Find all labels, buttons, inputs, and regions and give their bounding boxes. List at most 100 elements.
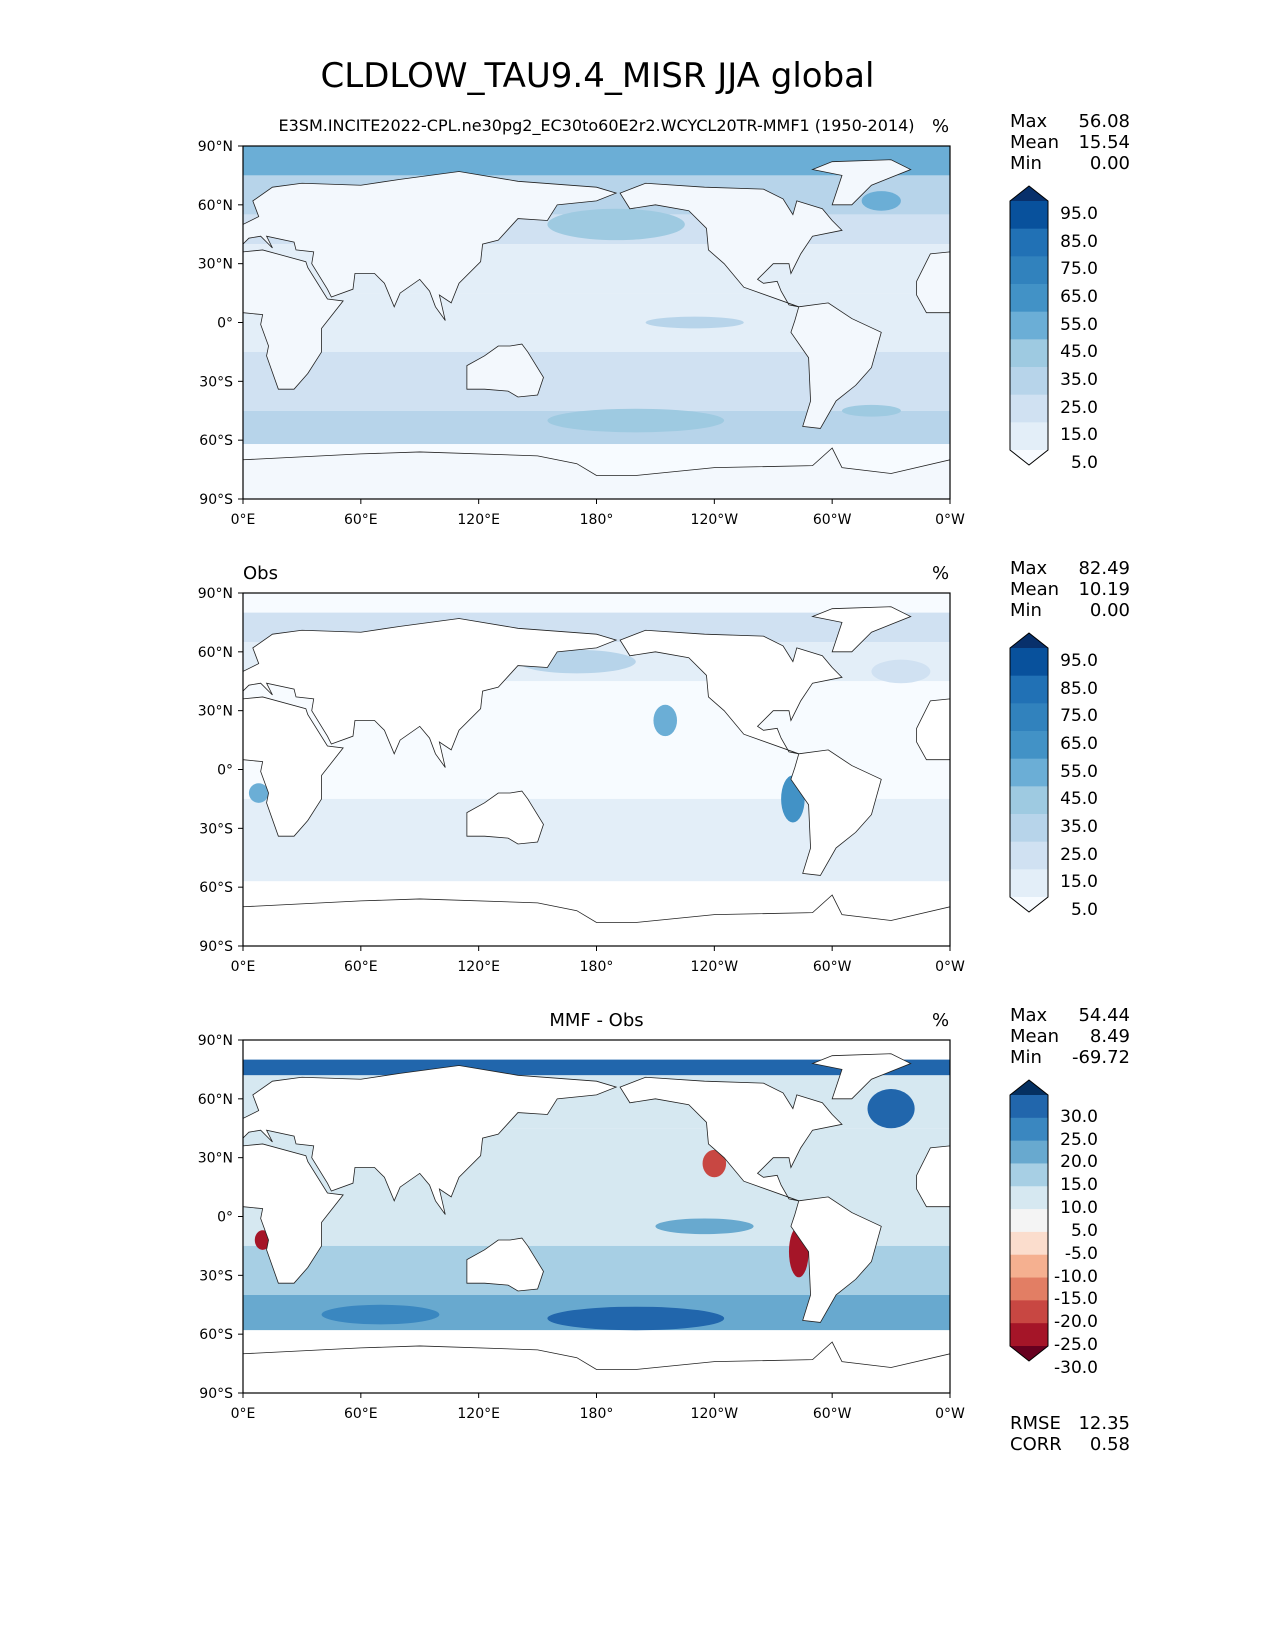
x-tick-label: 0°W xyxy=(935,959,965,975)
field-band xyxy=(243,593,950,613)
x-tick-label: 180° xyxy=(580,1406,614,1422)
x-tick-label: 60°E xyxy=(344,1406,378,1422)
colorbar-segment xyxy=(1010,1323,1048,1347)
colorbar-extend-min xyxy=(1010,897,1048,912)
figure-title: CLDLOW_TAU9.4_MISR JJA global xyxy=(320,56,875,96)
coastline-samerica xyxy=(790,302,882,429)
field-band xyxy=(243,1040,950,1060)
y-tick-label: 90°N xyxy=(198,1033,233,1049)
stat-value: 0.58 xyxy=(1089,1434,1130,1455)
colorbar-segment xyxy=(1010,201,1048,230)
stat-label: Min xyxy=(1010,1047,1042,1068)
colorbar-segment xyxy=(1010,228,1048,257)
x-tick-label: 0°E xyxy=(231,512,256,528)
field-feature xyxy=(547,408,725,433)
x-tick-label: 60°W xyxy=(813,1406,852,1422)
x-tick-label: 120°E xyxy=(457,1406,500,1422)
y-tick-label: 60°S xyxy=(199,880,233,896)
stat-label: RMSE xyxy=(1010,1413,1061,1434)
colorbar-segment xyxy=(1010,256,1048,285)
colorbar-segment xyxy=(1010,731,1048,760)
y-tick-label: 60°S xyxy=(199,433,233,449)
panel-units: % xyxy=(932,563,950,584)
x-tick-label: 0°E xyxy=(231,959,256,975)
coastline-australia xyxy=(466,1237,544,1292)
y-tick-label: 90°N xyxy=(198,586,233,602)
x-tick-label: 0°E xyxy=(231,1406,256,1422)
stat-value: -69.72 xyxy=(1071,1047,1130,1068)
colorbar-tick-label: 25.0 xyxy=(1060,844,1098,865)
y-tick-label: 60°S xyxy=(199,1327,233,1343)
colorbar-segment xyxy=(1010,1300,1048,1324)
y-tick-label: 60°N xyxy=(198,1092,233,1108)
coastline-samerica xyxy=(790,1196,882,1323)
stat-value: 8.49 xyxy=(1089,1026,1130,1047)
stat-label: Min xyxy=(1010,600,1042,621)
colorbar-segment xyxy=(1010,1095,1048,1119)
colorbar-segment xyxy=(1010,394,1048,423)
coastline-africaW xyxy=(916,251,950,314)
field-feature xyxy=(867,1089,915,1129)
field-feature xyxy=(841,404,901,417)
panel-units: % xyxy=(932,116,950,137)
coastline-africaE xyxy=(243,1143,344,1284)
colorbar-tick-label: -10.0 xyxy=(1054,1266,1098,1287)
y-tick-label: 60°N xyxy=(198,645,233,661)
field-feature xyxy=(655,1218,754,1235)
field-feature xyxy=(547,208,685,241)
x-tick-label: 0°W xyxy=(935,512,965,528)
colorbar-tick-label: -5.0 xyxy=(1064,1243,1098,1264)
y-tick-label: 90°S xyxy=(199,1386,233,1402)
y-tick-label: 30°S xyxy=(199,1268,233,1284)
stat-value: 10.19 xyxy=(1078,579,1130,600)
panel-units: % xyxy=(932,1010,950,1031)
colorbar-segment xyxy=(1010,1117,1048,1142)
colorbar-tick-label: 85.0 xyxy=(1060,231,1098,252)
colorbar-segment xyxy=(1010,1277,1048,1301)
map-panel-2: 0°E 60°E 120°E 180° 120°W 60°W 0°W 90°N 60°N 30°N… xyxy=(198,586,965,975)
y-tick-label: 90°S xyxy=(199,492,233,508)
stat-value: 0.00 xyxy=(1089,153,1130,174)
x-tick-label: 120°E xyxy=(457,959,500,975)
field-feature xyxy=(861,191,901,211)
x-tick-label: 0°W xyxy=(935,1406,965,1422)
coastline-antarctica xyxy=(243,1341,950,1393)
colorbar-tick-label: 10.0 xyxy=(1060,1198,1098,1219)
coastline-africaE xyxy=(243,696,344,837)
field-feature xyxy=(248,783,269,803)
colorbar-tick-label: 45.0 xyxy=(1060,789,1098,810)
colorbar-tick-label: 75.0 xyxy=(1060,706,1098,727)
colorbar-outline xyxy=(1009,1079,1049,1362)
colorbar-segment xyxy=(1010,869,1048,898)
colorbar-segment xyxy=(1010,648,1048,677)
field-feature xyxy=(547,1306,725,1331)
colorbar-tick-label: 95.0 xyxy=(1060,650,1098,671)
colorbar xyxy=(1009,185,1049,466)
colorbar-tick-label: -30.0 xyxy=(1054,1357,1098,1378)
stat-label: Mean xyxy=(1010,132,1060,153)
stat-label: Min xyxy=(1010,153,1042,174)
colorbar-tick-label: -15.0 xyxy=(1054,1289,1098,1310)
coastline-africaW xyxy=(916,698,950,761)
field-feature xyxy=(702,1149,727,1178)
colorbar-segment xyxy=(1010,311,1048,340)
colorbar-segment xyxy=(1010,786,1048,815)
colorbar-segment xyxy=(1010,339,1048,368)
colorbar-tick-label: 85.0 xyxy=(1060,678,1098,699)
colorbar-extend-min xyxy=(1010,1346,1048,1361)
colorbar-tick-label: -25.0 xyxy=(1054,1335,1098,1355)
colorbar-tick-label: 65.0 xyxy=(1060,286,1098,307)
colorbar-segment xyxy=(1010,703,1048,732)
coastline-australia xyxy=(466,790,544,845)
panel-left-title: Obs xyxy=(243,563,278,584)
x-tick-label: 120°W xyxy=(691,959,739,975)
colorbar-tick-label: 75.0 xyxy=(1060,259,1098,280)
coastline-namerica xyxy=(619,182,843,308)
colorbar-segment xyxy=(1010,422,1048,451)
colorbar-tick-label: 35.0 xyxy=(1060,816,1098,837)
colorbar-tick-label: 15.0 xyxy=(1060,1175,1098,1196)
x-tick-label: 60°W xyxy=(813,959,852,975)
colorbar-segment xyxy=(1010,1163,1048,1187)
stat-value: 82.49 xyxy=(1078,558,1130,579)
